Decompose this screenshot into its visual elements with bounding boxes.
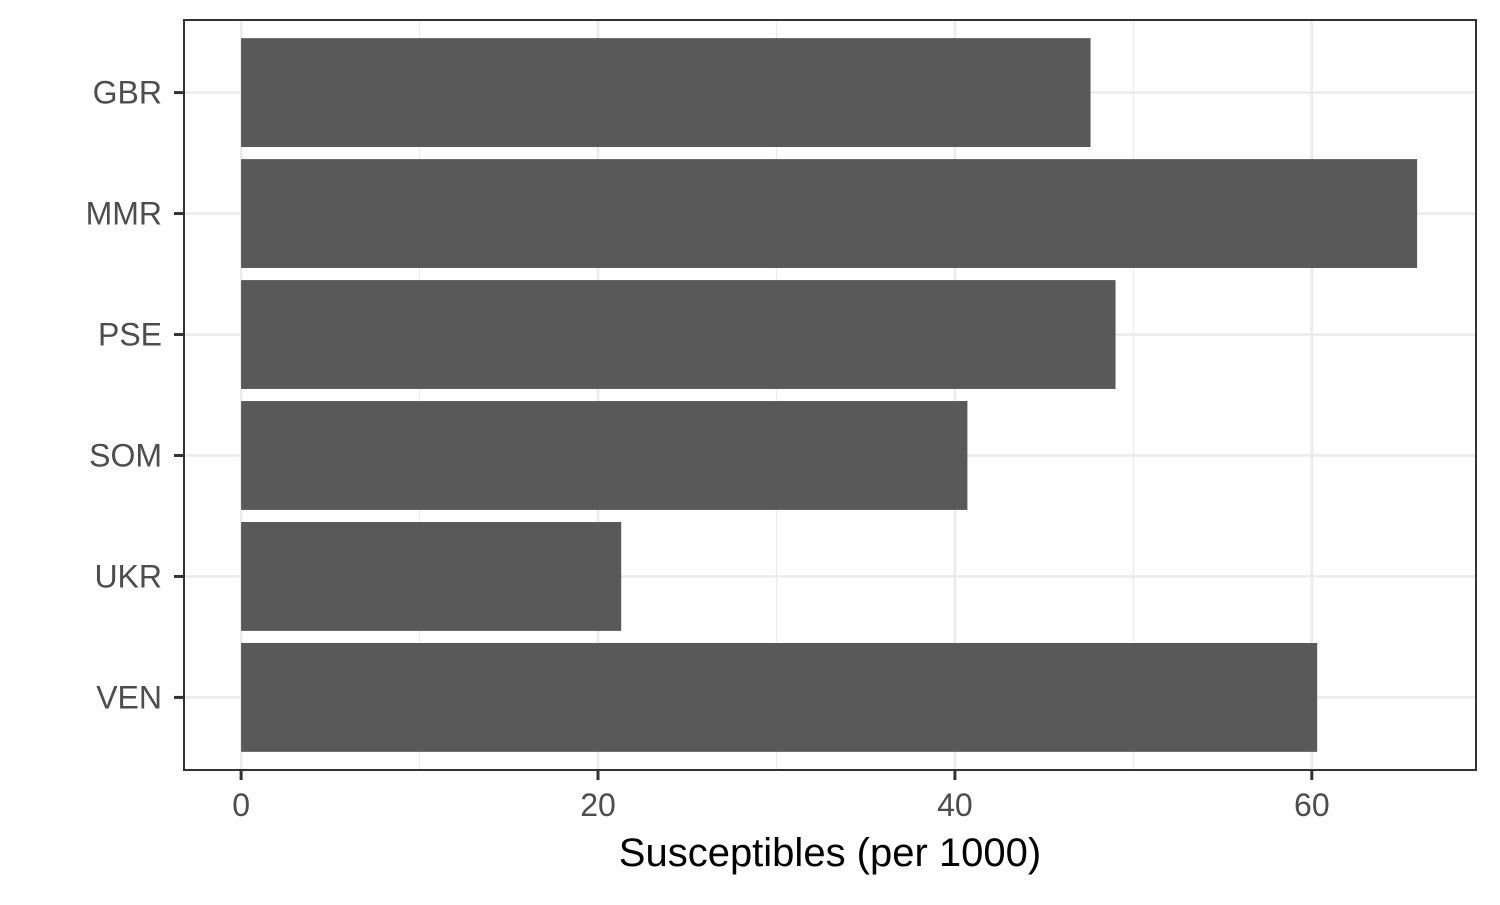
y-tick-label-ukr: UKR [94,558,162,594]
x-tick-label: 20 [580,787,616,823]
bar-pse [241,280,1116,389]
axis-layer: GBR MMR PSE SOM UKR VEN 0 20 40 60 [86,75,1330,823]
x-tick-label: 0 [232,787,250,823]
bar-mmr [241,159,1418,268]
y-tick-label-pse: PSE [98,317,162,353]
bar-ven [241,642,1318,752]
bar-gbr [241,38,1091,148]
panel-border [183,19,1477,771]
x-tick-label: 40 [937,787,973,823]
bar-som [241,401,968,510]
bar-layer [241,38,1418,752]
x-axis-title: Susceptibles (per 1000) [619,831,1041,875]
bar-ukr [241,522,622,631]
y-tick-label-gbr: GBR [93,75,162,111]
x-tick-label: 60 [1294,787,1330,823]
y-tick-label-mmr: MMR [86,196,162,232]
y-tick-label-ven: VEN [96,679,162,715]
y-tick-label-som: SOM [89,437,162,473]
